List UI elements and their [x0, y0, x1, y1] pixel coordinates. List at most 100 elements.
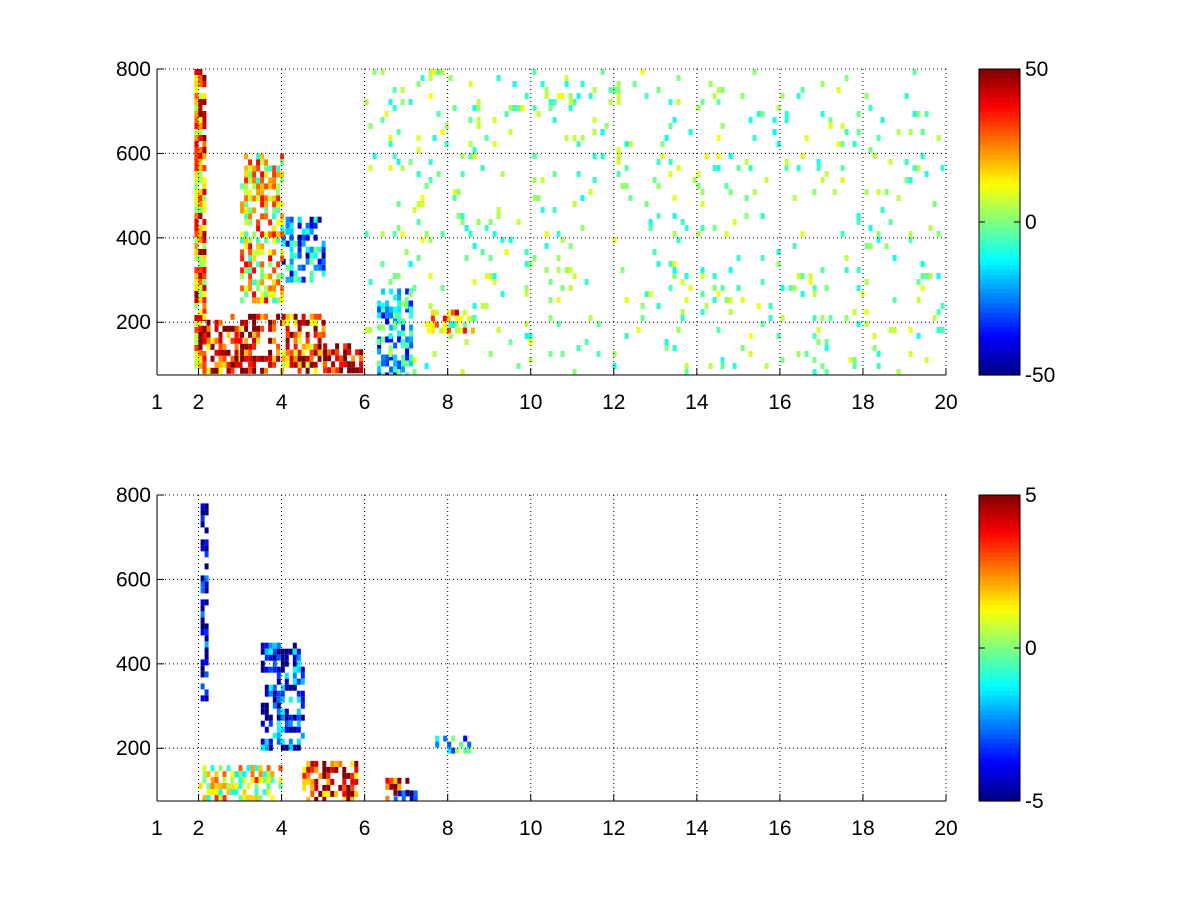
heat-cell — [696, 231, 701, 237]
heat-cell — [313, 367, 318, 374]
heat-cell — [524, 333, 529, 339]
heat-cell — [409, 336, 414, 343]
heat-cell — [256, 249, 261, 256]
heat-cell — [248, 355, 253, 362]
heat-cell — [672, 267, 677, 273]
heat-cell — [254, 789, 259, 796]
heat-cell — [276, 279, 281, 286]
heat-cell — [552, 99, 557, 105]
heat-cell — [436, 69, 441, 75]
colorbar-step — [979, 365, 1020, 371]
colorbar-step — [979, 370, 1020, 376]
heat-cell — [716, 291, 721, 297]
heat-cell — [472, 315, 477, 321]
heat-cell — [260, 249, 265, 256]
heat-cell — [428, 273, 433, 279]
heat-cell — [300, 696, 305, 703]
heat-cell — [198, 201, 203, 207]
heat-cell — [260, 738, 265, 745]
heat-cell — [389, 783, 394, 790]
heat-cell — [204, 587, 209, 594]
heat-cell — [716, 165, 721, 171]
x-tick-label: 16 — [768, 391, 791, 414]
heat-cell — [484, 135, 489, 141]
heat-cell — [252, 313, 257, 320]
colorbar-step — [979, 691, 1020, 697]
heat-cell — [198, 249, 203, 255]
heat-cell — [496, 327, 501, 333]
heat-cell — [346, 772, 351, 779]
heat-cell — [748, 165, 753, 171]
heat-cell — [234, 325, 239, 332]
heat-cell — [528, 357, 533, 363]
heat-cell — [204, 653, 209, 660]
heat-cell — [296, 660, 301, 667]
heat-cell — [313, 331, 318, 338]
heat-cell — [321, 246, 326, 253]
heat-cell — [300, 714, 305, 721]
colorbar-step — [979, 231, 1020, 237]
heat-cell — [454, 321, 459, 328]
heat-cell — [696, 105, 701, 111]
heat-cell — [644, 201, 649, 207]
heat-cell — [408, 291, 413, 297]
heat-cell — [272, 279, 277, 286]
heat-cell — [266, 765, 271, 772]
heat-cell — [736, 255, 741, 261]
heat-cell — [202, 99, 207, 105]
heat-cell — [460, 369, 465, 375]
heat-cell — [234, 361, 239, 368]
heat-cell — [416, 81, 421, 87]
heat-cell — [401, 342, 406, 349]
heat-cell — [808, 279, 813, 285]
heat-cell — [268, 337, 273, 344]
heat-cell — [404, 297, 409, 303]
heat-cell — [608, 87, 613, 93]
heat-cell — [409, 354, 414, 361]
heat-cell — [202, 117, 207, 123]
heat-cell — [876, 363, 881, 369]
heat-cell — [204, 527, 209, 534]
heat-cell — [385, 336, 390, 343]
heat-cell — [296, 714, 301, 721]
heat-cell — [256, 355, 261, 362]
heat-cell — [258, 765, 263, 772]
heat-cell — [194, 177, 199, 183]
heat-cell — [405, 342, 410, 349]
heat-cell — [272, 285, 277, 292]
heat-cell — [736, 285, 741, 291]
heat-cell — [222, 361, 227, 368]
colorbar-step — [979, 638, 1020, 644]
heat-cell — [309, 252, 314, 259]
heat-cell — [788, 285, 793, 291]
heat-cell — [276, 231, 281, 238]
heat-cell — [452, 105, 457, 111]
heat-cell — [880, 207, 885, 213]
colorbar-step — [979, 499, 1020, 506]
heat-cell — [244, 325, 249, 332]
heat-cell — [346, 790, 351, 797]
colorbar-step — [979, 791, 1020, 797]
heat-cell — [302, 784, 307, 791]
heat-cell — [285, 319, 290, 326]
x-tick-label: 12 — [602, 391, 625, 414]
heat-cell — [420, 195, 425, 201]
heat-cell — [354, 778, 359, 785]
heat-cell — [260, 153, 265, 160]
heat-cell — [920, 285, 925, 291]
heat-cell — [454, 327, 459, 334]
heat-cell — [330, 790, 335, 797]
heat-cell — [289, 361, 294, 368]
heat-cell — [616, 99, 621, 105]
heat-cell — [289, 252, 294, 259]
heat-cell — [194, 189, 199, 195]
heat-cell — [385, 372, 390, 375]
heat-cell — [281, 319, 286, 326]
heat-cell — [388, 135, 393, 141]
heat-cell — [377, 342, 382, 349]
heat-cell — [936, 309, 941, 315]
heat-cell — [202, 297, 207, 303]
heat-cell — [780, 357, 785, 363]
heat-cell — [748, 333, 753, 339]
heat-cell — [616, 153, 621, 159]
